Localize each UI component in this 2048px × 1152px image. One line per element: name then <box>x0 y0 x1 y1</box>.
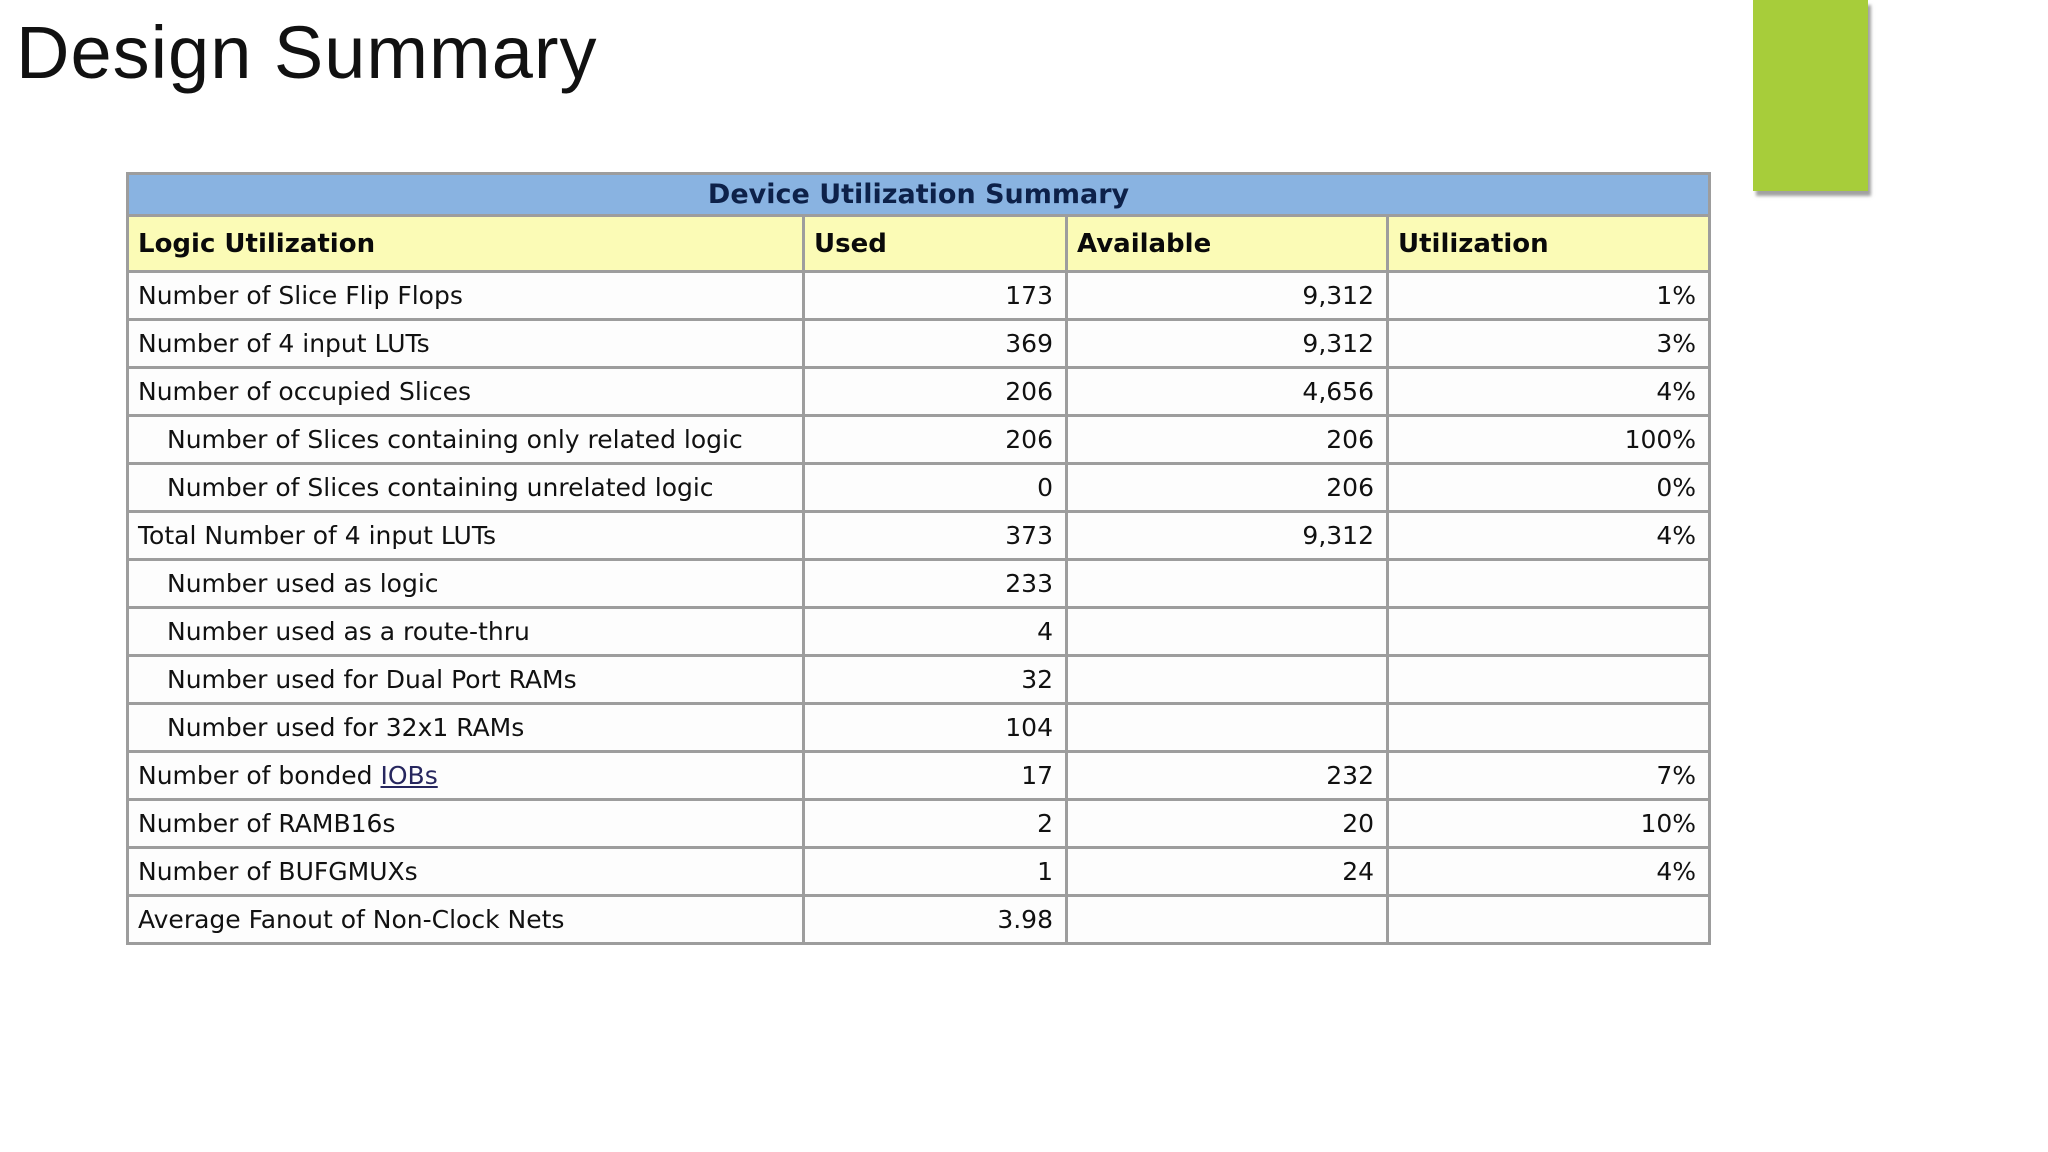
row-label-cell: Number used as a route-thru <box>126 606 805 657</box>
utilization-cell: 4% <box>1385 510 1712 561</box>
device-utilization-table: Device Utilization Summary Logic Utiliza… <box>125 172 1712 945</box>
table-row: Number used for Dual Port RAMs 32 <box>126 654 1712 705</box>
available-cell <box>1065 654 1389 705</box>
table-row: Average Fanout of Non-Clock Nets 3.98 <box>126 894 1712 945</box>
row-label: Number of Slice Flip Flops <box>138 281 463 310</box>
table-row: Number of Slices containing only related… <box>126 414 1712 465</box>
utilization-cell: 4% <box>1385 366 1712 417</box>
row-label: Number used as logic <box>167 569 439 598</box>
table-row: Number of occupied Slices 206 4,656 4% <box>126 366 1712 417</box>
row-label-cell: Number of occupied Slices <box>126 366 805 417</box>
column-header-row: Logic Utilization Used Available Utilizatio… <box>126 214 1712 273</box>
row-label: Number of BUFGMUXs <box>138 857 418 886</box>
utilization-cell: 1% <box>1385 270 1712 321</box>
used-cell: 233 <box>802 558 1068 609</box>
utilization-cell <box>1385 654 1712 705</box>
used-cell: 4 <box>802 606 1068 657</box>
available-cell: 206 <box>1065 462 1389 513</box>
row-label-cell: Number used for 32x1 RAMs <box>126 702 805 753</box>
available-cell <box>1065 606 1389 657</box>
available-cell: 232 <box>1065 750 1389 801</box>
table-row: Number of 4 input LUTs 369 9,312 3% <box>126 318 1712 369</box>
row-label: Number used for Dual Port RAMs <box>167 665 577 694</box>
available-cell: 206 <box>1065 414 1389 465</box>
row-label: Number of 4 input LUTs <box>138 329 430 358</box>
row-label: Number of bonded <box>138 761 373 790</box>
row-label-cell: Average Fanout of Non-Clock Nets <box>126 894 805 945</box>
row-label: Number used as a route-thru <box>167 617 530 646</box>
table-row: Number of BUFGMUXs 1 24 4% <box>126 846 1712 897</box>
utilization-cell: 7% <box>1385 750 1712 801</box>
used-cell: 17 <box>802 750 1068 801</box>
used-cell: 173 <box>802 270 1068 321</box>
used-cell: 373 <box>802 510 1068 561</box>
table-row: Number of Slice Flip Flops 173 9,312 1% <box>126 270 1712 321</box>
used-cell: 2 <box>802 798 1068 849</box>
row-label-cell: Number of BUFGMUXs <box>126 846 805 897</box>
available-cell <box>1065 558 1389 609</box>
row-label-cell: Number used for Dual Port RAMs <box>126 654 805 705</box>
table-title: Device Utilization Summary <box>125 172 1712 217</box>
row-label: Number of Slices containing only related… <box>167 425 743 454</box>
used-cell: 32 <box>802 654 1068 705</box>
iobs-link[interactable]: IOBs <box>380 761 438 790</box>
available-cell: 24 <box>1065 846 1389 897</box>
row-label-cell: Number of bonded IOBs <box>126 750 805 801</box>
row-label-cell: Number of 4 input LUTs <box>126 318 805 369</box>
available-cell <box>1065 702 1389 753</box>
used-cell: 0 <box>802 462 1068 513</box>
column-header-logic-utilization: Logic Utilization <box>126 214 805 273</box>
table-row: Number of RAMB16s 2 20 10% <box>126 798 1712 849</box>
row-label: Average Fanout of Non-Clock Nets <box>138 905 565 934</box>
available-cell <box>1065 894 1389 945</box>
row-label: Total Number of 4 input LUTs <box>138 521 496 550</box>
used-cell: 1 <box>802 846 1068 897</box>
utilization-cell <box>1385 702 1712 753</box>
table-row: Number used as a route-thru 4 <box>126 606 1712 657</box>
available-cell: 9,312 <box>1065 270 1389 321</box>
used-cell: 104 <box>802 702 1068 753</box>
row-label-cell: Total Number of 4 input LUTs <box>126 510 805 561</box>
row-label: Number used for 32x1 RAMs <box>167 713 525 742</box>
column-header-utilization: Utilization <box>1385 214 1712 273</box>
used-cell: 3.98 <box>802 894 1068 945</box>
used-cell: 206 <box>802 366 1068 417</box>
table-row: Number used for 32x1 RAMs 104 <box>126 702 1712 753</box>
utilization-cell: 0% <box>1385 462 1712 513</box>
row-label: Number of Slices containing unrelated lo… <box>167 473 714 502</box>
row-label-cell: Number of Slices containing only related… <box>126 414 805 465</box>
utilization-cell: 10% <box>1385 798 1712 849</box>
accent-rectangle <box>1753 0 1868 191</box>
page-title: Design Summary <box>16 11 598 94</box>
row-label-cell: Number used as logic <box>126 558 805 609</box>
utilization-cell: 100% <box>1385 414 1712 465</box>
used-cell: 206 <box>802 414 1068 465</box>
row-label-cell: Number of Slices containing unrelated lo… <box>126 462 805 513</box>
available-cell: 4,656 <box>1065 366 1389 417</box>
utilization-cell <box>1385 894 1712 945</box>
utilization-cell: 4% <box>1385 846 1712 897</box>
table-row: Number of Slices containing unrelated lo… <box>126 462 1712 513</box>
table-row: Number used as logic 233 <box>126 558 1712 609</box>
row-label-cell: Number of Slice Flip Flops <box>126 270 805 321</box>
row-label: Number of RAMB16s <box>138 809 396 838</box>
column-header-available: Available <box>1065 214 1389 273</box>
available-cell: 9,312 <box>1065 510 1389 561</box>
table-row: Number of bonded IOBs 17 232 7% <box>126 750 1712 801</box>
available-cell: 9,312 <box>1065 318 1389 369</box>
table-row: Total Number of 4 input LUTs 373 9,312 4% <box>126 510 1712 561</box>
utilization-cell: 3% <box>1385 318 1712 369</box>
row-label-cell: Number of RAMB16s <box>126 798 805 849</box>
utilization-cell <box>1385 606 1712 657</box>
used-cell: 369 <box>802 318 1068 369</box>
column-header-used: Used <box>802 214 1068 273</box>
table-title-row: Device Utilization Summary <box>125 172 1712 217</box>
utilization-cell <box>1385 558 1712 609</box>
available-cell: 20 <box>1065 798 1389 849</box>
row-label: Number of occupied Slices <box>138 377 471 406</box>
